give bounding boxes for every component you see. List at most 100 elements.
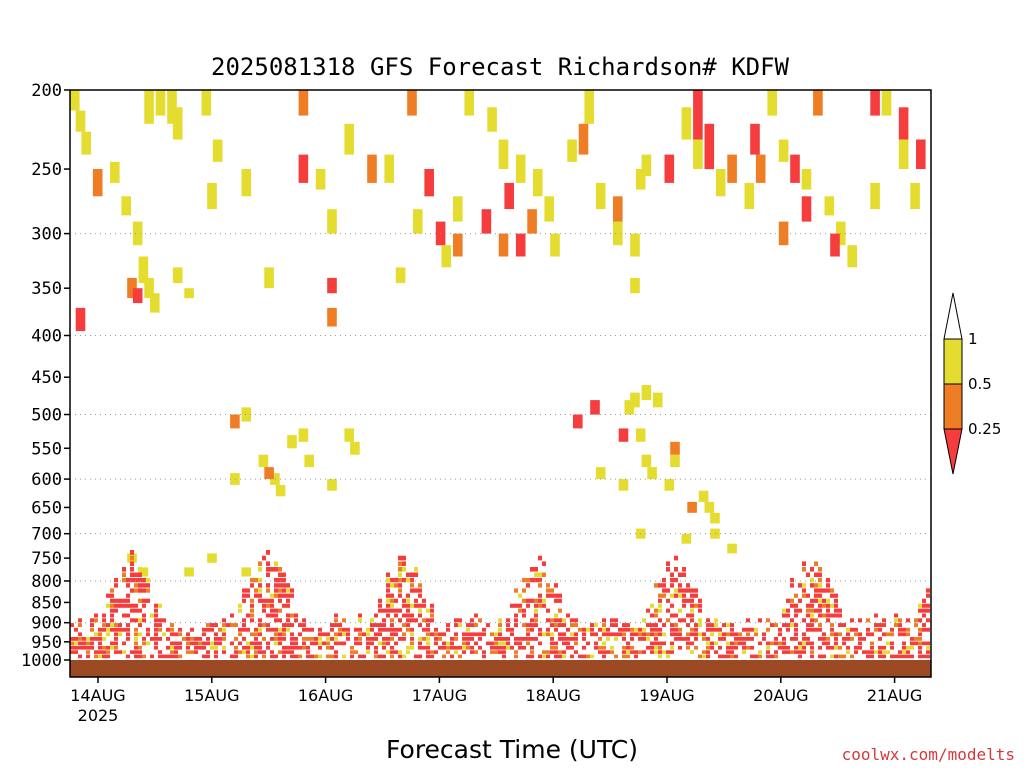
heatmap-cell xyxy=(230,613,234,618)
heatmap-cell xyxy=(742,650,746,654)
heatmap-cell xyxy=(266,627,270,632)
heatmap-cell xyxy=(801,169,812,190)
heatmap-cell xyxy=(902,654,906,659)
heatmap-cell xyxy=(234,637,238,641)
heatmap-cell xyxy=(398,654,402,659)
heatmap-cell xyxy=(626,645,630,650)
heatmap-cell xyxy=(207,553,217,563)
heatmap-cell xyxy=(274,567,278,572)
heatmap-cell xyxy=(782,613,786,618)
heatmap-cell xyxy=(822,588,826,593)
heatmap-cell xyxy=(98,627,102,632)
heatmap-cell xyxy=(146,632,150,637)
heatmap-cell xyxy=(218,637,222,641)
heatmap-cell xyxy=(462,632,466,637)
heatmap-cell xyxy=(693,139,703,169)
heatmap-cell xyxy=(802,567,806,572)
heatmap-cell xyxy=(742,645,746,650)
heatmap-cell xyxy=(546,608,550,613)
heatmap-cell xyxy=(562,654,566,659)
heatmap-cell xyxy=(882,650,886,654)
heatmap-cell xyxy=(838,608,842,613)
heatmap-cell xyxy=(814,593,818,598)
heatmap-cell xyxy=(170,627,174,632)
heatmap-cell xyxy=(846,650,850,654)
heatmap-cell xyxy=(74,645,78,650)
heatmap-cell xyxy=(562,632,566,637)
heatmap-cell xyxy=(538,598,542,603)
heatmap-cell xyxy=(678,645,682,650)
heatmap-cell xyxy=(315,169,326,190)
heatmap-cell xyxy=(830,588,834,593)
heatmap-cell xyxy=(298,90,309,116)
heatmap-cell xyxy=(810,645,814,650)
heatmap-cell xyxy=(678,632,682,637)
heatmap-cell xyxy=(146,577,150,583)
heatmap-cell xyxy=(214,650,218,654)
heatmap-cell xyxy=(138,598,142,603)
heatmap-cell xyxy=(658,645,662,650)
heatmap-cell xyxy=(266,603,270,608)
heatmap-cell xyxy=(522,637,526,641)
heatmap-cell xyxy=(810,608,814,613)
heatmap-cell xyxy=(670,572,674,577)
heatmap-cell xyxy=(266,613,270,618)
heatmap-cell xyxy=(470,650,474,654)
heatmap-cell xyxy=(518,637,522,641)
heatmap-cell xyxy=(126,603,130,608)
heatmap-cell xyxy=(834,637,838,641)
heatmap-cell xyxy=(890,645,894,650)
heatmap-cell xyxy=(866,618,870,623)
heatmap-cell xyxy=(554,650,558,654)
heatmap-cell xyxy=(898,139,909,169)
heatmap-cell xyxy=(614,632,618,637)
heatmap-cell xyxy=(482,627,486,632)
heatmap-cell xyxy=(682,567,686,572)
heatmap-cell xyxy=(664,479,675,491)
heatmap-cell xyxy=(138,632,142,637)
heatmap-cell xyxy=(718,637,722,641)
heatmap-cell xyxy=(674,613,678,618)
heatmap-cell xyxy=(738,632,742,637)
heatmap-cell xyxy=(382,641,386,646)
heatmap-cell xyxy=(602,654,606,659)
y-tick-label: 750 xyxy=(31,549,62,569)
heatmap-cell xyxy=(146,588,150,593)
heatmap-cell xyxy=(890,627,894,632)
heatmap-cell xyxy=(646,645,650,650)
heatmap-cell xyxy=(338,627,342,632)
heatmap-cell xyxy=(538,577,542,583)
heatmap-cell xyxy=(918,641,922,646)
heatmap-cell xyxy=(422,637,426,641)
heatmap-cell xyxy=(406,613,410,618)
heatmap-cell xyxy=(566,645,570,650)
heatmap-cell xyxy=(98,632,102,637)
heatmap-cell xyxy=(506,641,510,646)
heatmap-cell xyxy=(126,577,130,583)
heatmap-cell xyxy=(582,654,586,659)
heatmap-cell xyxy=(144,90,154,124)
heatmap-cell xyxy=(550,593,554,598)
heatmap-cell xyxy=(358,654,362,659)
heatmap-cell xyxy=(738,637,742,641)
heatmap-cell xyxy=(454,618,458,623)
heatmap-cell xyxy=(264,267,274,289)
heatmap-cell xyxy=(418,608,422,613)
heatmap-cell xyxy=(486,641,490,646)
heatmap-cell xyxy=(366,627,370,632)
heatmap-cell xyxy=(386,572,390,577)
heatmap-cell xyxy=(254,637,258,641)
heatmap-cell xyxy=(662,632,666,637)
heatmap-cell xyxy=(250,641,254,646)
heatmap-cell xyxy=(898,650,902,654)
heatmap-cell xyxy=(250,613,254,618)
heatmap-cell xyxy=(558,650,562,654)
heatmap-cell xyxy=(206,627,210,632)
heatmap-cell xyxy=(130,603,134,608)
heatmap-cell xyxy=(470,632,474,637)
heatmap-cell xyxy=(462,641,466,646)
heatmap-cell xyxy=(406,650,410,654)
heatmap-cell xyxy=(214,632,218,637)
heatmap-cell xyxy=(530,598,534,603)
heatmap-cell xyxy=(402,613,406,618)
